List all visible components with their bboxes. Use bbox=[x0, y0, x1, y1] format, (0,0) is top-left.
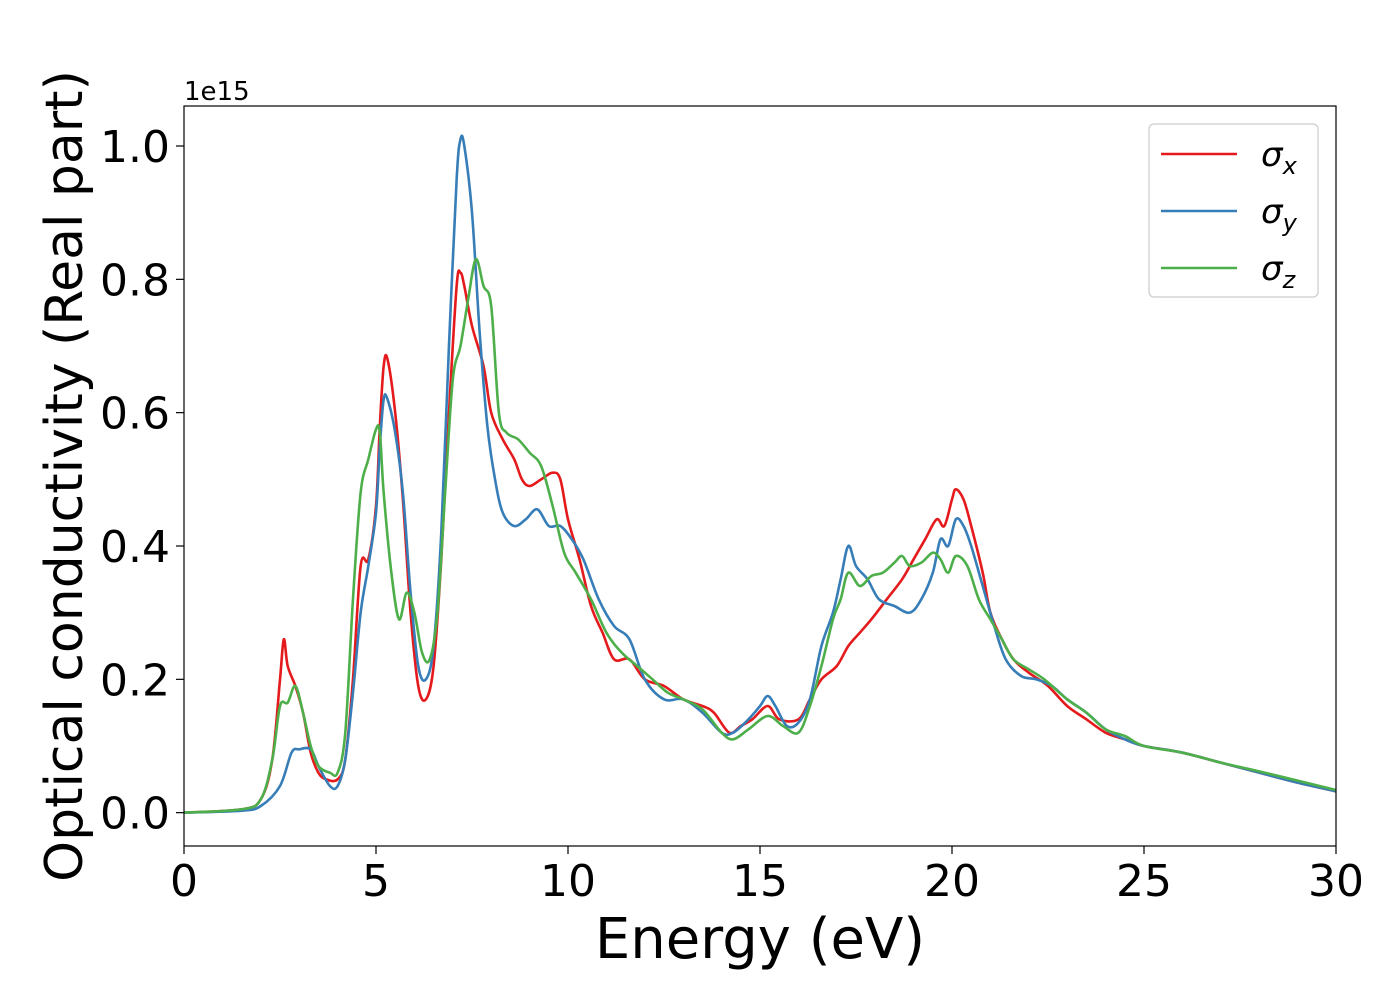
series-layer bbox=[183, 134, 1337, 814]
legend-label-x: σx bbox=[1261, 135, 1298, 180]
y-tick-label: 0.4 bbox=[100, 522, 170, 573]
x-tick-label: 0 bbox=[170, 856, 198, 907]
x-tick-label: 10 bbox=[540, 856, 596, 907]
series-line-x bbox=[183, 269, 1337, 814]
y-axis: 0.0 0.2 0.4 0.6 0.8 1.0 bbox=[100, 122, 184, 840]
series-line-y bbox=[183, 134, 1337, 814]
x-axis: 0 5 10 15 20 25 30 bbox=[170, 846, 1364, 907]
legend-label-y: σy bbox=[1261, 192, 1298, 237]
y-tick-label: 0.6 bbox=[100, 389, 170, 440]
legend: σx σy σz bbox=[1148, 123, 1319, 298]
y-tick-label: 1.0 bbox=[100, 122, 170, 173]
y-offset-text: 1e15 bbox=[184, 77, 250, 107]
x-tick-label: 20 bbox=[924, 856, 980, 907]
x-axis-label: Energy (eV) bbox=[595, 907, 925, 972]
y-tick-label: 0.8 bbox=[100, 255, 170, 306]
x-tick-label: 25 bbox=[1116, 856, 1172, 907]
y-axis-label: Optical conductivity (Real part) bbox=[35, 70, 95, 882]
series-line-z bbox=[183, 258, 1337, 814]
x-tick-label: 30 bbox=[1308, 856, 1364, 907]
x-tick-label: 15 bbox=[732, 856, 788, 907]
y-tick-label: 0.0 bbox=[100, 789, 170, 840]
legend-label-z: σz bbox=[1261, 249, 1297, 294]
y-tick-label: 0.2 bbox=[100, 655, 170, 706]
x-tick-label: 5 bbox=[362, 856, 390, 907]
